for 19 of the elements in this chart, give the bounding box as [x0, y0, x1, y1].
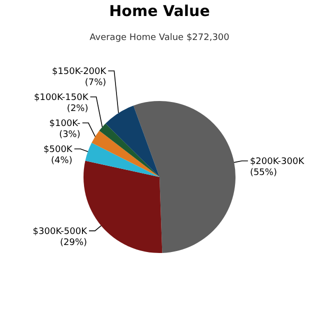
pie-slice — [133, 101, 236, 253]
data-label: (29%) — [60, 238, 88, 248]
pie-slice — [106, 106, 160, 177]
data-label: (3%) — [59, 130, 80, 140]
slice-label: $200K-300K — [250, 156, 306, 167]
slice-label: $300K-500K — [32, 226, 88, 237]
pie-slice — [99, 124, 160, 177]
slice-label: $500K — [44, 144, 74, 155]
pie-slice — [85, 142, 160, 177]
pie-slice — [92, 130, 160, 177]
data-label: (55%) — [250, 168, 277, 178]
data-label: (4%) — [51, 156, 72, 166]
slice-label: $100K-150K — [34, 92, 90, 103]
chart-title: Home Value — [109, 2, 210, 20]
data-label: (2%) — [66, 104, 88, 114]
chart-subtitle: Average Home Value $272,300 — [90, 33, 230, 43]
data-label: (7%) — [84, 78, 106, 88]
slice-label: $150K-200K — [52, 66, 108, 77]
slice-label: $100K- — [49, 118, 80, 129]
